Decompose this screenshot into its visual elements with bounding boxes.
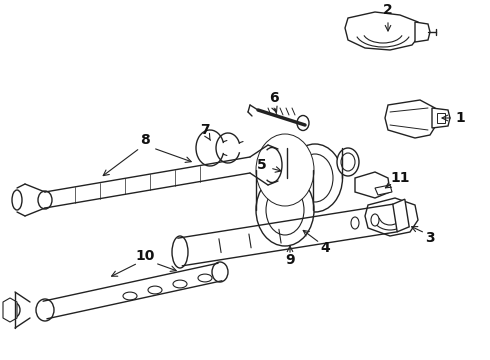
Ellipse shape <box>337 148 359 176</box>
Text: 3: 3 <box>425 231 435 245</box>
Text: 5: 5 <box>257 158 267 172</box>
Ellipse shape <box>288 144 343 212</box>
Polygon shape <box>415 22 430 42</box>
Ellipse shape <box>341 153 355 171</box>
Ellipse shape <box>38 191 52 209</box>
Polygon shape <box>365 198 418 236</box>
Text: 10: 10 <box>135 249 155 263</box>
Ellipse shape <box>351 217 359 229</box>
Polygon shape <box>345 12 420 50</box>
Polygon shape <box>385 100 438 138</box>
Text: 8: 8 <box>140 133 150 147</box>
Polygon shape <box>3 298 17 322</box>
Text: 1: 1 <box>455 111 465 125</box>
Ellipse shape <box>10 303 20 317</box>
Polygon shape <box>432 108 450 128</box>
Polygon shape <box>355 172 390 198</box>
Ellipse shape <box>256 134 314 206</box>
Ellipse shape <box>123 292 137 300</box>
Ellipse shape <box>266 185 304 235</box>
Ellipse shape <box>172 236 188 268</box>
Text: 4: 4 <box>320 241 330 255</box>
Ellipse shape <box>36 299 54 321</box>
Ellipse shape <box>148 286 162 294</box>
Text: 6: 6 <box>269 91 279 105</box>
Polygon shape <box>393 199 409 232</box>
Ellipse shape <box>173 280 187 288</box>
Ellipse shape <box>371 214 379 226</box>
Text: 7: 7 <box>200 123 210 137</box>
Polygon shape <box>437 113 445 123</box>
Text: 2: 2 <box>383 3 393 17</box>
Ellipse shape <box>256 174 314 246</box>
Ellipse shape <box>212 262 228 282</box>
Ellipse shape <box>12 190 22 210</box>
Polygon shape <box>375 185 392 195</box>
Text: 9: 9 <box>285 253 295 267</box>
Text: 11: 11 <box>390 171 410 185</box>
Ellipse shape <box>198 274 212 282</box>
Ellipse shape <box>297 154 333 202</box>
Ellipse shape <box>297 116 309 131</box>
